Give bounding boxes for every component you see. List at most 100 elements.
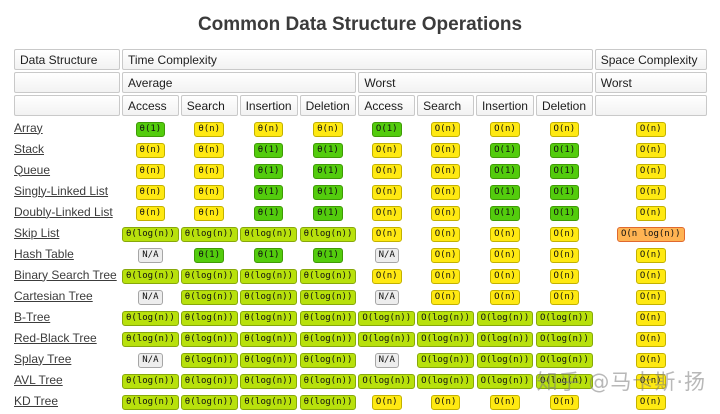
complexity-badge: O(n) [430,248,461,263]
cell-space-worst: O(n) [595,328,707,347]
cell-avg-insertion: θ(log(n)) [240,265,298,284]
complexity-badge: O(log(n)) [535,332,593,347]
complexity-badge: θ(log(n)) [299,311,357,326]
cell-worst-search: O(n) [417,265,474,284]
cell-worst-search: O(n) [417,181,474,200]
complexity-badge: O(log(n)) [535,353,593,368]
complexity-badge: θ(log(n)) [299,332,357,347]
data-structure-link[interactable]: Doubly-Linked List [14,204,113,219]
complexity-badge: O(n) [430,122,461,137]
cell-worst-deletion: O(n) [536,391,593,410]
table-row: Stack θ(n) θ(n) θ(1) θ(1) O(n) O(n) O(1) O(1) O(n… [14,139,707,158]
data-structure-cell: KD Tree [14,391,120,410]
complexity-badge: O(n) [635,395,666,410]
data-structure-link[interactable]: AVL Tree [14,372,63,387]
header-worst-access: Access [358,95,416,116]
cell-avg-access: θ(1) [122,118,179,137]
cell-avg-insertion: θ(log(n)) [240,370,298,389]
header-worst-insertion: Insertion [475,95,534,116]
cell-avg-search: θ(log(n)) [180,370,238,389]
data-structure-link[interactable]: B-Tree [14,309,51,324]
header-avg-insertion: Insertion [239,95,298,116]
table-row: Cartesian Tree N/A θ(log(n)) θ(log(n)) θ(log… [14,286,707,305]
cell-worst-deletion: O(1) [536,202,593,221]
complexity-badge: O(n) [371,206,402,221]
complexity-badge: O(log(n)) [417,353,474,368]
complexity-badge: θ(1) [313,143,343,158]
complexity-badge: O(n) [635,269,666,284]
complexity-badge: θ(log(n)) [180,374,238,389]
data-structure-link[interactable]: Binary Search Tree [14,267,117,282]
cell-avg-search: θ(log(n)) [180,391,238,410]
header-space-complexity: Space Complexity [594,49,707,70]
data-structure-cell: Binary Search Tree [14,265,120,284]
complexity-badge: O(n) [635,164,666,179]
complexity-badge: θ(log(n)) [180,290,238,305]
data-structure-cell: Doubly-Linked List [14,202,120,221]
page-title: Common Data Structure Operations [197,14,523,35]
complexity-badge: O(n) [430,164,461,179]
complexity-badge: O(n) [430,395,461,410]
complexity-badge: O(n) [635,248,666,263]
complexity-badge: O(n) [490,290,520,305]
cell-avg-deletion: θ(log(n)) [299,328,357,347]
data-structure-link[interactable]: KD Tree [14,393,59,408]
cell-worst-deletion: O(n) [536,223,593,242]
data-structure-link[interactable]: Hash Table [14,246,74,261]
data-structure-cell: AVL Tree [14,370,120,389]
cell-worst-search: O(n) [417,160,474,179]
cell-avg-insertion: θ(log(n)) [240,328,298,347]
complexity-badge: θ(n) [135,185,166,200]
data-structure-link[interactable]: Queue [14,162,51,177]
header-worst-search: Search [417,95,474,116]
complexity-badge: O(n) [371,227,402,242]
complexity-badge: O(n) [635,353,666,368]
cell-space-worst: O(n) [595,349,707,368]
complexity-badge: O(n) [490,248,520,263]
cell-avg-insertion: θ(1) [240,139,298,158]
data-structure-link[interactable]: Splay Tree [14,351,72,366]
complexity-badge: O(n) [635,374,666,389]
cell-avg-insertion: θ(n) [240,118,298,137]
cell-avg-insertion: θ(log(n)) [240,349,298,368]
cell-worst-search: O(n) [417,118,474,137]
data-structure-cell: Cartesian Tree [14,286,120,305]
cell-avg-deletion: θ(1) [300,160,357,179]
complexity-badge: O(log(n)) [358,332,416,347]
table-row: KD Tree θ(log(n)) θ(log(n)) θ(log(n)) θ(log(… [14,391,707,410]
cell-avg-access: θ(n) [122,202,179,221]
complexity-badge: N/A [374,290,399,305]
cell-worst-access: O(n) [358,223,415,242]
cell-worst-access: O(n) [358,391,415,410]
data-structure-cell: Singly-Linked List [14,181,120,200]
data-structure-link[interactable]: Stack [14,141,45,156]
header-space-worst: Worst [594,72,707,93]
complexity-badge: θ(log(n)) [122,332,179,347]
cell-avg-search: θ(1) [181,244,238,263]
data-structure-link[interactable]: Singly-Linked List [14,183,109,198]
complexity-badge: O(n) [635,290,666,305]
complexity-badge: θ(log(n)) [240,332,297,347]
data-structure-link[interactable]: Cartesian Tree [14,288,93,303]
cell-worst-access: O(log(n)) [358,370,416,389]
cell-worst-deletion: O(n) [536,265,593,284]
cell-worst-insertion: O(log(n)) [476,349,534,368]
complexity-badge: O(1) [371,122,402,137]
header-average: Average [122,72,357,93]
complexity-badge: θ(log(n)) [299,290,357,305]
cell-avg-deletion: θ(log(n)) [299,370,357,389]
data-structure-link[interactable]: Skip List [14,225,60,240]
cell-avg-search: θ(log(n)) [180,286,238,305]
complexity-badge: O(log(n)) [476,374,534,389]
cell-avg-search: θ(n) [181,202,238,221]
cell-avg-insertion: θ(1) [240,181,298,200]
complexity-badge: N/A [374,353,399,368]
data-structure-link[interactable]: Red-Black Tree [14,330,97,345]
complexity-badge: θ(log(n)) [180,332,238,347]
cell-space-worst: O(n) [595,244,707,263]
cell-avg-access: N/A [122,349,179,368]
cell-worst-deletion: O(1) [536,139,593,158]
cell-worst-access: O(n) [358,181,415,200]
data-structure-link[interactable]: Array [14,120,43,135]
complexity-badge: O(log(n)) [535,374,593,389]
